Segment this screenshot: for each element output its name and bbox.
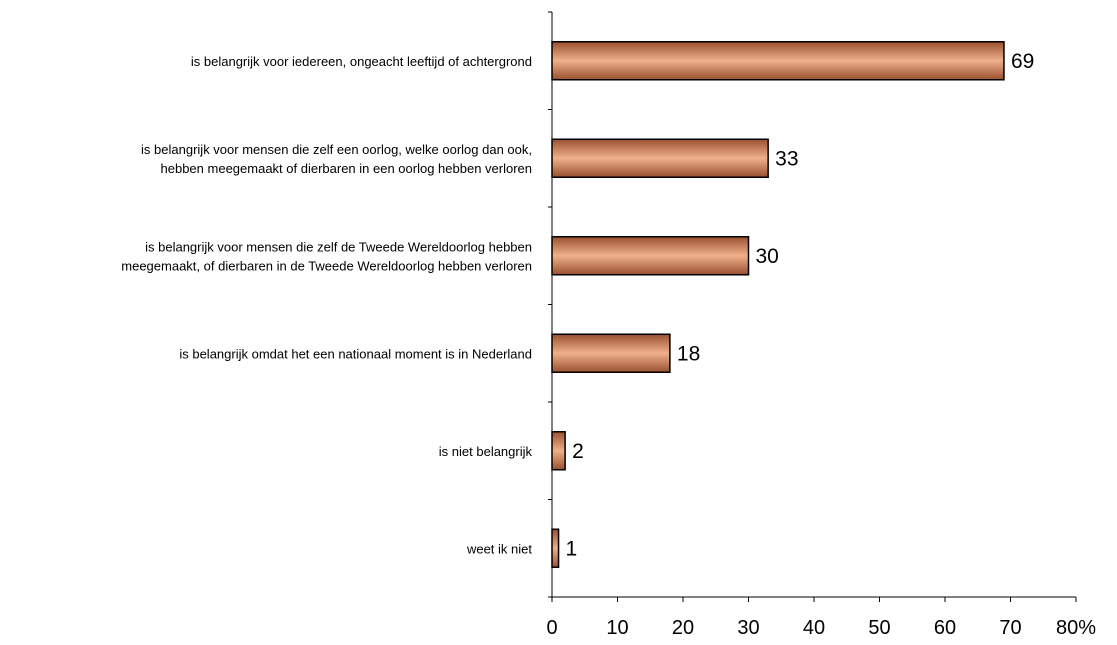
data-label: 1 (566, 537, 578, 560)
bar (551, 138, 769, 178)
x-tick-label: 50 (868, 617, 890, 639)
category-label: is belangrijk omdat het een nationaal mo… (179, 346, 532, 361)
x-tick-label: 40 (803, 617, 825, 639)
data-label: 30 (756, 245, 779, 268)
x-tick-label: 10 (606, 617, 628, 639)
x-tick-label: 70 (999, 617, 1021, 639)
x-tick-label: 0 (546, 617, 557, 639)
x-axis-ticks: 0 10 20 30 40 50 60 70 80% (546, 597, 1096, 639)
data-label: 2 (572, 440, 584, 463)
data-label: 33 (775, 147, 798, 170)
bar (551, 528, 560, 568)
category-label: is belangrijk voor mensen die zelf de Tw… (121, 239, 532, 273)
category-label-line: hebben meegemaakt of dierbaren in een oo… (161, 161, 532, 176)
category-label: is belangrijk voor iedereen, ongeacht le… (191, 54, 532, 69)
bar (551, 236, 750, 276)
x-tick-label: 60 (934, 617, 956, 639)
category-label: is niet belangrijk (439, 444, 533, 459)
category-label-line: is belangrijk voor mensen die zelf de Tw… (145, 239, 532, 254)
x-tick-label: 20 (672, 617, 694, 639)
data-label: 18 (677, 342, 700, 365)
category-label-line: is niet belangrijk (439, 444, 533, 459)
bars (551, 41, 1005, 568)
category-labels: is belangrijk voor iedereen, ongeacht le… (121, 54, 532, 557)
category-label: is belangrijk voor mensen die zelf een o… (141, 142, 532, 176)
x-tick-label: 80% (1056, 617, 1096, 639)
category-label-line: is belangrijk voor iedereen, ongeacht le… (191, 54, 532, 69)
value-labels: 69 33 30 18 2 1 (566, 50, 1035, 561)
data-label: 69 (1011, 50, 1034, 73)
bar (551, 41, 1005, 81)
category-label-line: weet ik niet (466, 541, 532, 556)
axes (548, 11, 1076, 598)
category-label: weet ik niet (466, 541, 532, 556)
bar (551, 431, 566, 471)
category-label-line: is belangrijk voor mensen die zelf een o… (141, 142, 532, 157)
x-tick-label: 30 (737, 617, 759, 639)
bar (551, 333, 671, 373)
category-label-line: meegemaakt, of dierbaren in de Tweede We… (121, 258, 532, 273)
category-label-line: is belangrijk omdat het een nationaal mo… (179, 346, 532, 361)
